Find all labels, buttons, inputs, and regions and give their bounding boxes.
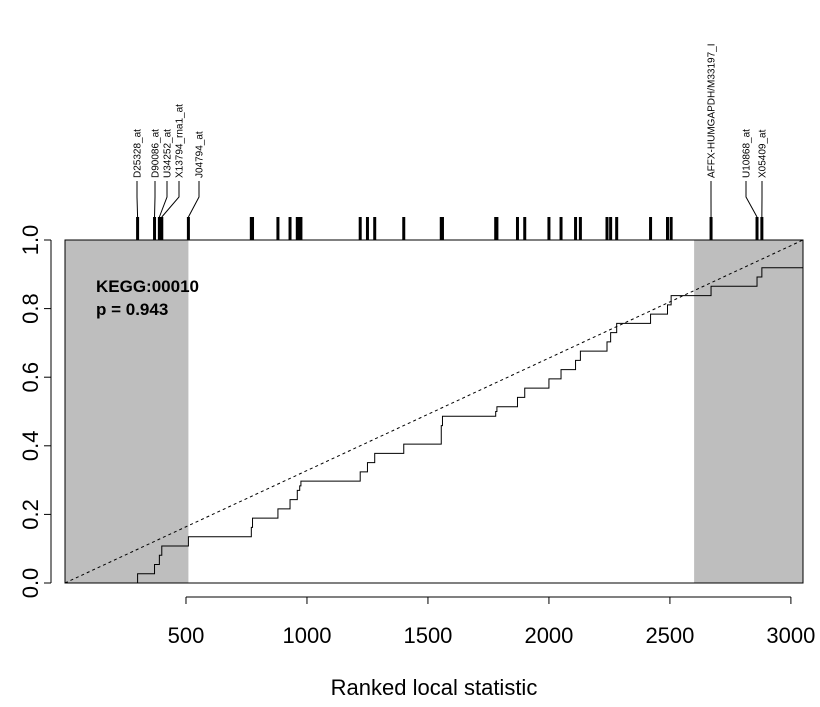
x-axis-title: Ranked local statistic <box>331 675 538 700</box>
x-tick-label: 2000 <box>524 623 573 648</box>
gene-set-label: KEGG:00010 <box>96 277 199 296</box>
gene-label: X13794_rna1_at <box>175 104 186 178</box>
gene-leader-line <box>158 181 168 218</box>
y-tick-label: 0.2 <box>18 499 43 530</box>
shaded-regions <box>65 240 803 583</box>
reference-diagonal <box>64 239 804 584</box>
y-tick-label: 0.0 <box>18 568 43 599</box>
x-tick-label: 1500 <box>403 623 452 648</box>
plot-frame <box>64 239 804 584</box>
axes: 500 1000 1500 2000 2500 3000 0.0 0.2 0.4 0.6 0.8 1.… <box>18 225 815 648</box>
y-tick-label: 0.4 <box>18 431 43 462</box>
gene-label: X05409_at <box>758 129 769 178</box>
x-tick-label: 2500 <box>645 623 694 648</box>
gene-leader-line <box>745 181 758 218</box>
gene-leader-line <box>161 181 180 218</box>
p-value-label: p = 0.943 <box>96 300 168 319</box>
y-tick-label: 0.6 <box>18 362 43 393</box>
x-tick-label: 3000 <box>766 623 815 648</box>
gene-label: U10868_at <box>742 129 753 178</box>
gene-label: AFFX-HUMGAPDH/M33197_I <box>707 44 718 178</box>
reference-line <box>64 239 804 584</box>
gene-leader-line <box>187 181 200 218</box>
ecdf-step-line <box>137 267 803 583</box>
x-tick-label: 1000 <box>282 623 331 648</box>
gene-rug <box>136 217 764 240</box>
y-tick-label: 1.0 <box>18 225 43 256</box>
y-tick-label: 0.8 <box>18 293 43 324</box>
ecdf-series <box>137 267 803 583</box>
shaded-region-1 <box>694 240 803 583</box>
x-tick-label: 500 <box>168 623 205 648</box>
gene-label: U34252_at <box>163 129 174 178</box>
gene-label: J04794_at <box>195 131 206 178</box>
gene-leader-line <box>136 181 139 218</box>
shaded-region-0 <box>65 240 189 583</box>
gene-labels: D25328_at D90086_at U34252_at X13794_rna1_a… <box>133 44 769 218</box>
gene-label: D90086_at <box>151 129 162 178</box>
gene-label: D25328_at <box>133 129 144 178</box>
